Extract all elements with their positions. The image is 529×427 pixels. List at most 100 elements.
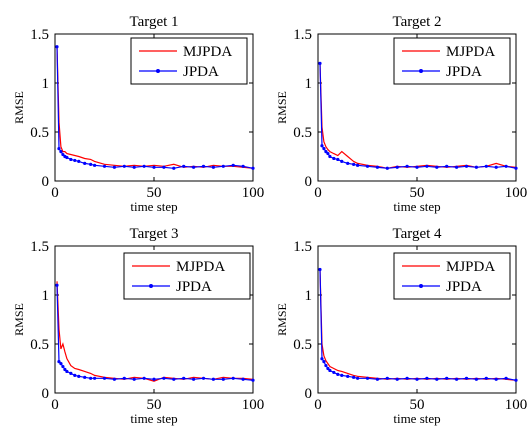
- data-point: [375, 165, 379, 169]
- y-tick-label: 0.5: [293, 337, 312, 353]
- x-tick-label: 50: [147, 397, 162, 413]
- data-point: [73, 373, 77, 377]
- data-point: [455, 377, 459, 381]
- legend-label: MJPDA: [446, 259, 495, 275]
- data-point: [504, 376, 508, 380]
- data-point: [336, 372, 340, 376]
- series-jpda: [55, 45, 255, 170]
- data-point: [63, 367, 67, 372]
- legend-marker: [419, 284, 423, 288]
- data-point: [494, 165, 498, 169]
- data-point: [93, 163, 97, 167]
- data-point: [162, 165, 166, 169]
- data-point: [102, 164, 107, 168]
- y-tick-label: 1.5: [293, 27, 312, 43]
- data-point: [152, 165, 156, 169]
- data-point: [241, 377, 245, 381]
- data-point: [435, 377, 439, 381]
- subplot-target-1: Target 1 0 50 100 0 0.5 1 1.5 time step RMSE MJPDA…: [12, 14, 264, 214]
- legend: MJPDA JPDA: [123, 252, 251, 300]
- y-axis-label: RMSE: [12, 91, 26, 124]
- data-point: [59, 362, 63, 366]
- data-point: [322, 360, 326, 364]
- data-point: [395, 165, 399, 169]
- data-point: [320, 144, 324, 148]
- x-axis-label: time step: [393, 199, 440, 214]
- legend-marker: [149, 284, 153, 288]
- data-point: [55, 283, 59, 287]
- y-tick-label: 0.5: [293, 125, 312, 141]
- x-tick-label: 0: [51, 185, 59, 201]
- data-point: [318, 267, 322, 272]
- data-point: [152, 377, 156, 381]
- legend-box: [130, 37, 248, 85]
- y-tick-label: 0: [305, 174, 313, 190]
- data-point: [132, 165, 136, 169]
- data-point: [172, 166, 176, 170]
- data-point: [346, 374, 350, 378]
- x-tick-label: 0: [314, 397, 322, 413]
- data-point: [241, 164, 245, 168]
- data-point: [61, 364, 65, 369]
- legend-label: JPDA: [176, 279, 212, 295]
- data-point: [221, 377, 225, 381]
- data-point: [455, 165, 459, 169]
- subplot-target-3: Target 3 0 50 100 0 0.5 1 1.5 time step RMSE MJPDA…: [12, 226, 264, 426]
- data-point: [172, 377, 176, 381]
- data-point: [474, 165, 478, 169]
- data-point: [385, 376, 389, 380]
- chart-title: Target 1: [129, 14, 178, 30]
- legend-marker: [156, 69, 160, 73]
- data-point: [211, 165, 215, 169]
- data-point: [89, 162, 93, 166]
- data-point: [231, 163, 235, 167]
- data-point: [328, 368, 332, 373]
- data-point: [69, 371, 73, 375]
- data-point: [445, 376, 449, 380]
- data-point: [484, 164, 488, 168]
- x-tick-label: 100: [505, 397, 528, 413]
- data-point: [65, 369, 69, 374]
- data-point: [464, 376, 469, 380]
- y-tick-label: 1.5: [30, 27, 49, 43]
- subplot-target-4: Target 4 0 50 100 0 0.5 1 1.5 time step RMSE MJPDA…: [275, 226, 527, 426]
- data-point: [445, 164, 449, 168]
- data-point: [182, 376, 186, 380]
- y-tick-label: 1.5: [30, 239, 49, 255]
- data-point: [89, 376, 93, 380]
- data-point: [494, 377, 498, 381]
- x-tick-label: 100: [505, 185, 528, 201]
- data-point: [112, 165, 116, 169]
- data-point: [415, 377, 419, 381]
- series-jpda: [318, 267, 518, 382]
- x-tick-label: 0: [314, 185, 322, 201]
- data-point: [464, 164, 469, 168]
- x-tick-label: 100: [242, 185, 265, 201]
- chart-title: Target 4: [392, 226, 442, 242]
- data-point: [474, 377, 478, 381]
- data-point: [55, 45, 59, 49]
- x-tick-label: 50: [410, 397, 425, 413]
- series-jpda: [318, 61, 518, 170]
- data-point: [346, 161, 350, 165]
- data-point: [324, 363, 328, 368]
- y-tick-label: 0: [42, 174, 50, 190]
- x-axis-label: time step: [130, 199, 177, 214]
- data-point: [77, 374, 81, 378]
- legend-label: MJPDA: [176, 259, 225, 275]
- data-point: [182, 164, 186, 168]
- y-tick-label: 1: [305, 76, 313, 92]
- data-point: [326, 151, 330, 156]
- series-jpda: [55, 283, 255, 382]
- data-point: [324, 150, 328, 154]
- data-point: [201, 376, 206, 380]
- y-tick-label: 0: [305, 386, 313, 402]
- x-tick-label: 50: [410, 185, 425, 201]
- data-point: [356, 376, 360, 380]
- legend: MJPDA JPDA: [393, 37, 511, 85]
- data-point: [251, 378, 255, 382]
- data-point: [340, 373, 344, 377]
- data-point: [69, 157, 73, 162]
- legend: MJPDA JPDA: [130, 37, 248, 85]
